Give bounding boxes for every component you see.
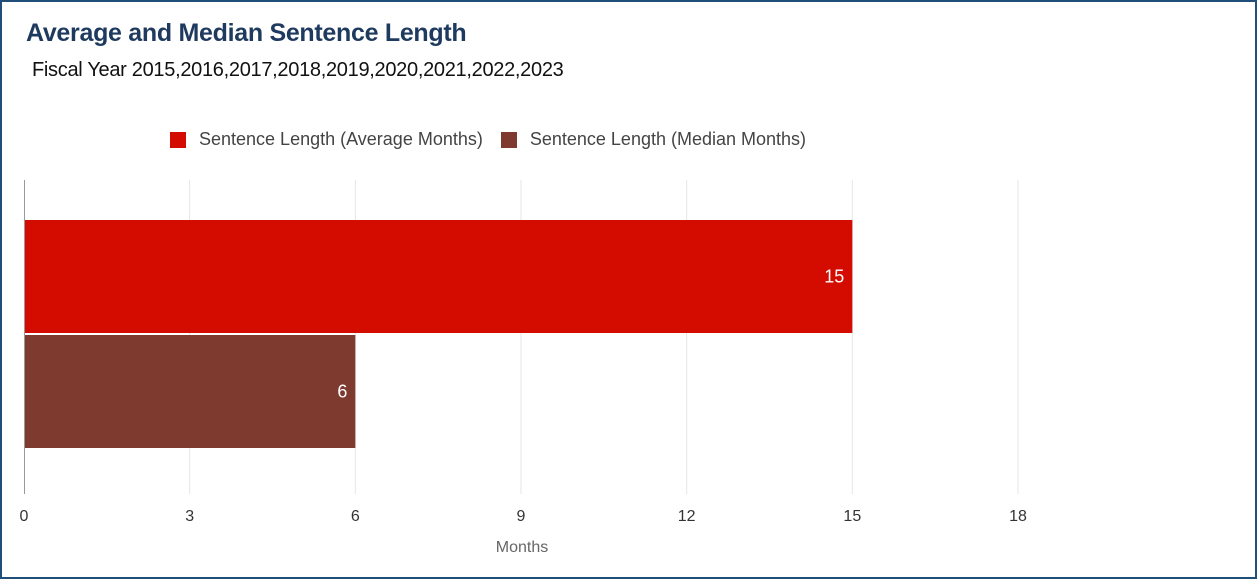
x-tick-label-6: 6	[351, 508, 360, 525]
x-tick-label-9: 9	[517, 508, 526, 525]
legend-item-median[interactable]: Sentence Length (Median Months)	[500, 129, 807, 150]
x-tick-label-15: 15	[843, 508, 861, 525]
legend-label-average: Sentence Length (Average Months)	[199, 129, 483, 149]
x-tick-label-3: 3	[185, 508, 194, 525]
legend-swatch-average	[170, 131, 186, 148]
x-tick-label-0: 0	[20, 508, 29, 525]
x-axis-title: Months	[496, 539, 548, 556]
bar-median	[25, 335, 356, 448]
chart-subtitle: Fiscal Year 2015,2016,2017,2018,2019,202…	[32, 59, 564, 81]
legend-item-average[interactable]: Sentence Length (Average Months)	[170, 129, 483, 150]
legend-label-median: Sentence Length (Median Months)	[529, 129, 807, 149]
x-tick-label-12: 12	[678, 508, 696, 525]
legend-swatch-median	[500, 131, 517, 148]
chart-title: Average and Median Sentence Length	[26, 19, 467, 47]
data-label-average: 15	[824, 267, 844, 287]
x-tick-label-18: 18	[1009, 508, 1027, 525]
data-label-median: 6	[337, 382, 347, 402]
chart-legend: Sentence Length (Average Months) Sentenc…	[170, 129, 824, 150]
bar-average	[25, 220, 853, 333]
